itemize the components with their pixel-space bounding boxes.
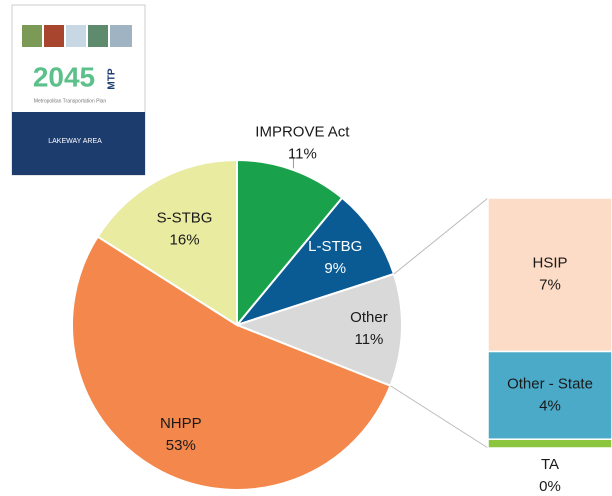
slice-label: IMPROVE Act [255,123,350,140]
cover-number: 2045 [33,61,95,92]
bar-segment [488,352,612,440]
slice-value: 11% [288,145,317,162]
slice-value: 16% [170,232,200,249]
bar-value: 7% [539,277,561,294]
bar-segment [488,198,612,352]
connector-line [394,198,488,274]
cover-caption: Metropolitan Transportation Plan [34,98,106,104]
bar-segment [488,439,612,448]
slice-label: NHPP [160,415,202,432]
slice-label: Other [350,309,388,326]
slice-label: L-STBG [308,238,362,255]
bar-value: 0% [539,478,561,491]
slice-value: 53% [166,437,196,454]
chart: 2045 MTP Metropolitan Transportation Pla… [0,0,612,491]
cover-org: LAKEWAY AREA [48,138,102,145]
slice-value: 11% [354,331,383,348]
slice-value: 9% [324,260,346,277]
bar-label: HSIP [532,255,567,272]
cover-acronym: MTP [107,68,118,89]
connector-line [390,386,488,448]
cover-image: 2045 MTP Metropolitan Transportation Pla… [12,5,145,175]
slice-label: S-STBG [157,210,213,227]
bar-value: 4% [539,397,561,414]
bar-label: Other - State [507,375,593,392]
bar-label: TA [541,456,559,473]
